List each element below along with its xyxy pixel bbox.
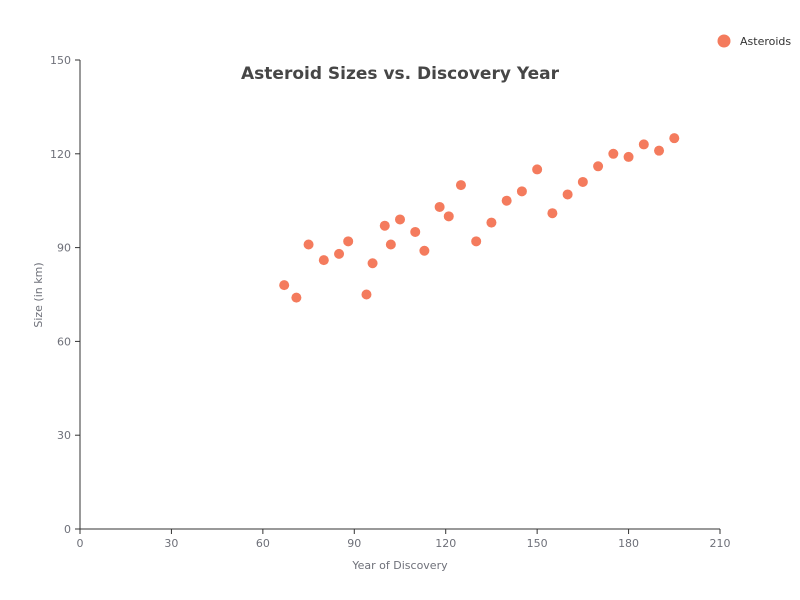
data-point[interactable]: [343, 236, 354, 247]
data-point[interactable]: [367, 258, 378, 269]
axes: [79, 60, 720, 530]
data-point[interactable]: [577, 176, 588, 187]
data-point[interactable]: [395, 214, 405, 225]
x-tick-label: 30: [164, 537, 178, 550]
data-point[interactable]: [669, 133, 680, 144]
data-point[interactable]: [486, 217, 497, 228]
data-point[interactable]: [291, 292, 302, 303]
legend[interactable]: Asteroids: [717, 34, 792, 49]
y-tick-label: 150: [50, 54, 71, 67]
x-tick-label: 150: [527, 537, 548, 550]
y-ticks: 0 30 60 90 120 150: [50, 54, 80, 536]
data-point[interactable]: [455, 180, 466, 191]
x-tick-label: 120: [435, 537, 456, 550]
x-tick-label: 210: [710, 537, 731, 550]
data-point[interactable]: [516, 186, 527, 197]
data-point[interactable]: [608, 148, 619, 159]
x-tick-label: 0: [77, 537, 84, 550]
data-point[interactable]: [501, 195, 512, 206]
x-tick-label: 90: [347, 537, 361, 550]
data-point[interactable]: [334, 248, 345, 259]
y-tick-label: 90: [57, 242, 71, 255]
y-axis-label: Size (in km): [32, 262, 45, 327]
data-point[interactable]: [638, 139, 649, 150]
data-point[interactable]: [532, 164, 543, 175]
data-point[interactable]: [410, 226, 421, 237]
data-point[interactable]: [385, 239, 396, 250]
data-point[interactable]: [379, 220, 390, 231]
data-point[interactable]: [303, 239, 314, 250]
x-tick-label: 60: [256, 537, 270, 550]
legend-marker-asteroids: [717, 34, 731, 48]
x-tick-label: 180: [618, 537, 639, 550]
data-point[interactable]: [547, 208, 558, 219]
chart-title: Asteroid Sizes vs. Discovery Year: [241, 64, 560, 84]
x-axis-label: Year of Discovery: [351, 559, 448, 572]
data-point[interactable]: [593, 161, 604, 172]
data-point[interactable]: [562, 189, 573, 200]
data-point[interactable]: [279, 280, 290, 291]
data-point[interactable]: [654, 145, 665, 156]
y-tick-label: 0: [64, 523, 71, 536]
data-points: [279, 133, 680, 303]
data-point[interactable]: [318, 255, 329, 266]
data-point[interactable]: [419, 245, 430, 256]
y-tick-label: 30: [57, 429, 71, 442]
y-tick-label: 120: [50, 148, 71, 161]
data-point[interactable]: [361, 289, 372, 300]
data-point[interactable]: [471, 236, 482, 247]
data-point[interactable]: [443, 211, 454, 222]
y-tick-label: 60: [57, 335, 71, 348]
legend-label-asteroids: Asteroids: [740, 35, 791, 48]
x-ticks: 0 30 60 90 120 150 180 210: [77, 529, 731, 550]
data-point[interactable]: [434, 201, 445, 212]
data-point[interactable]: [623, 151, 634, 162]
